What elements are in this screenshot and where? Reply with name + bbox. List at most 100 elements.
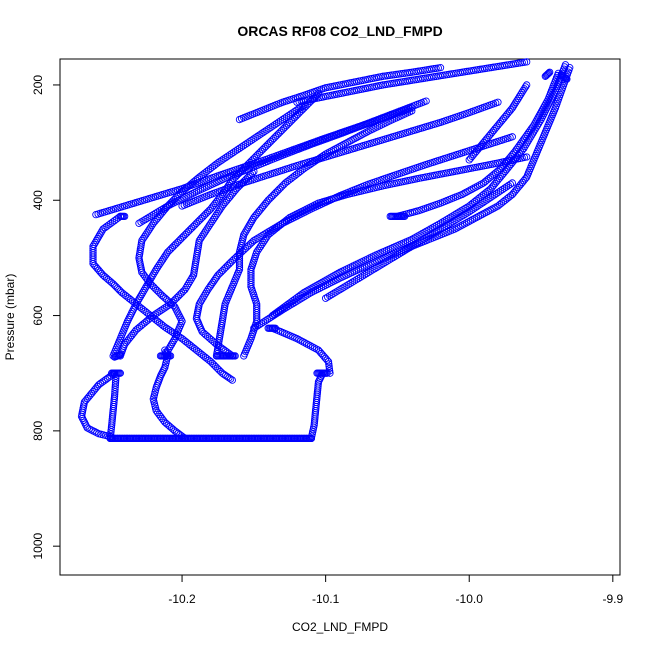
data-point [515, 142, 523, 150]
data-point [206, 282, 215, 290]
data-point [94, 233, 103, 241]
data-point [535, 111, 544, 119]
data-point [161, 304, 169, 312]
data-point [252, 235, 260, 244]
data-point [139, 235, 147, 243]
data-point [543, 71, 551, 79]
data-point [526, 127, 534, 135]
data-point [422, 234, 430, 242]
data-point [511, 100, 519, 108]
data-point [470, 184, 478, 192]
data-point [377, 261, 385, 269]
data-point [527, 125, 535, 133]
data-point [455, 223, 463, 231]
data-point [246, 219, 255, 227]
data-point [334, 287, 342, 295]
data-point [161, 323, 169, 331]
data-point [147, 223, 155, 231]
data-point [422, 97, 430, 105]
data-point [226, 375, 235, 383]
data-point [116, 369, 124, 377]
data-point [274, 118, 283, 126]
data-point [459, 211, 467, 220]
data-point [303, 340, 311, 348]
data-point [254, 246, 262, 254]
data-point [258, 240, 266, 249]
data-point [253, 132, 261, 141]
data-point [359, 130, 367, 138]
data-point [483, 196, 491, 204]
data-point [183, 281, 192, 290]
data-point [494, 98, 502, 106]
y-tick-label: 1000 [31, 533, 45, 560]
data-point [348, 278, 356, 286]
data-point [445, 220, 453, 228]
data-point [428, 230, 436, 238]
data-point [263, 315, 271, 324]
data-point [472, 183, 480, 191]
data-point [306, 342, 315, 350]
data-point [561, 74, 569, 82]
data-point [469, 205, 477, 213]
data-point [451, 225, 459, 233]
data-point [271, 121, 279, 129]
data-point [270, 310, 279, 318]
data-point [563, 75, 571, 83]
data-point [170, 336, 178, 345]
data-point [449, 218, 457, 226]
data-point [226, 151, 234, 159]
data-point [518, 88, 526, 97]
data-point [465, 208, 473, 216]
data-point [159, 204, 168, 213]
data-point [164, 325, 173, 334]
data-point [521, 83, 530, 91]
data-point [217, 204, 225, 212]
data-point [287, 301, 295, 309]
data-point [517, 90, 525, 99]
data-point [379, 260, 387, 268]
data-point [391, 252, 400, 260]
data-point [500, 184, 509, 192]
data-point [213, 210, 221, 218]
data-point [347, 136, 355, 145]
data-point [481, 197, 489, 205]
data-point [135, 219, 143, 227]
data-point [285, 302, 293, 310]
data-point [284, 111, 293, 120]
data-point [475, 201, 483, 209]
data-point [562, 74, 570, 83]
plot-frame [59, 58, 621, 576]
data-point [482, 208, 490, 216]
data-point [272, 309, 280, 317]
data-point [259, 238, 267, 247]
data-point [321, 294, 330, 302]
data-point [316, 279, 324, 288]
data-point [512, 145, 521, 154]
data-point [375, 262, 383, 270]
data-point [141, 284, 149, 293]
data-point [462, 219, 471, 227]
data-point [288, 109, 296, 117]
data-point [159, 305, 167, 313]
data-point [163, 302, 171, 311]
data-point [545, 68, 554, 76]
data-point [349, 135, 357, 144]
data-point [346, 279, 354, 288]
data-point [293, 334, 301, 343]
data-point [494, 188, 503, 196]
data-point [516, 140, 525, 148]
data-point [358, 272, 367, 280]
data-point [357, 131, 365, 139]
data-point [399, 247, 408, 255]
data-point [436, 225, 445, 233]
data-point [457, 213, 465, 221]
data-point [340, 283, 348, 291]
data-point [285, 299, 293, 307]
data-point [478, 210, 486, 219]
data-point [328, 290, 336, 299]
data-point [212, 211, 220, 220]
data-point [216, 206, 224, 214]
data-point [150, 269, 158, 277]
data-point [528, 123, 537, 131]
data-point [395, 250, 404, 258]
